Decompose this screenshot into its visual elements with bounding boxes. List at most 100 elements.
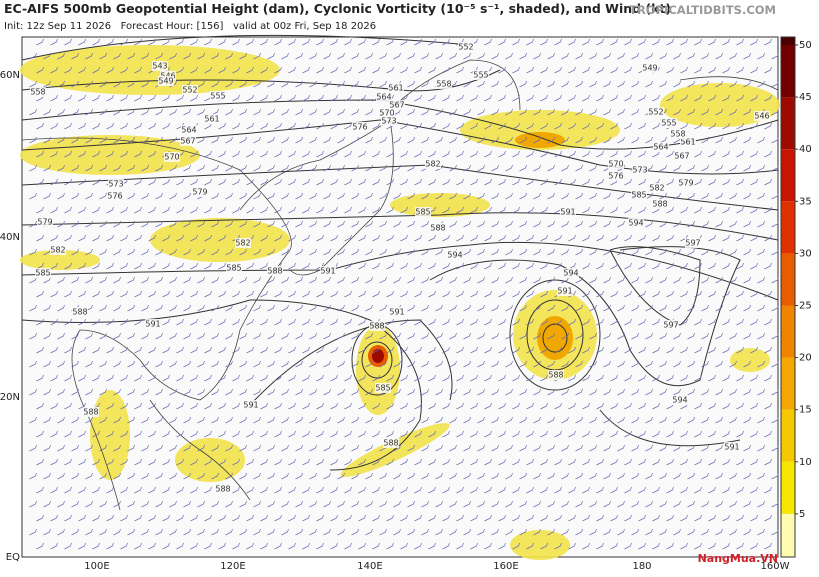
wind-barb: [435, 444, 443, 452]
wind-barb: [442, 542, 450, 550]
wind-barb: [687, 108, 695, 116]
wind-barb: [463, 108, 471, 116]
wind-barb: [365, 220, 373, 228]
wind-barb: [603, 388, 611, 396]
wind-barb: [43, 192, 51, 200]
wind-barb: [645, 248, 653, 256]
wind-barb: [190, 94, 198, 102]
wind-barb: [645, 136, 653, 144]
wind-barb: [71, 500, 79, 508]
wind-barb: [400, 374, 408, 382]
wind-barb: [162, 374, 170, 382]
wind-barb: [687, 304, 695, 312]
wind-barb: [246, 38, 254, 46]
wind-barb: [736, 94, 744, 102]
wind-barb: [547, 52, 555, 60]
contour-label: 591: [320, 267, 335, 276]
wind-barb: [456, 402, 464, 410]
wind-barb: [596, 262, 604, 270]
wind-barb: [610, 402, 618, 410]
wind-barb: [85, 500, 93, 508]
wind-barb: [470, 150, 478, 158]
wind-barb: [659, 528, 667, 536]
wind-barb: [624, 318, 632, 326]
wind-barb: [141, 248, 149, 256]
wind-barb: [407, 164, 415, 172]
wind-barb: [435, 528, 443, 536]
wind-barb: [729, 108, 737, 116]
wind-barb: [750, 206, 758, 214]
wind-barb: [498, 430, 506, 438]
wind-barb: [757, 360, 765, 368]
wind-barb: [134, 346, 142, 354]
wind-barb: [351, 528, 359, 536]
wind-barb: [141, 360, 149, 368]
wind-barb: [162, 234, 170, 242]
wind-barb: [652, 486, 660, 494]
wind-barb: [463, 52, 471, 60]
wind-barb: [449, 108, 457, 116]
wind-barb: [624, 486, 632, 494]
wind-barb: [708, 402, 716, 410]
wind-barb: [365, 108, 373, 116]
wind-barb: [743, 388, 751, 396]
wind-barb: [113, 276, 121, 284]
wind-barb: [393, 136, 401, 144]
wind-barb: [526, 374, 534, 382]
wind-barb: [127, 276, 135, 284]
wind-barb: [512, 150, 520, 158]
wind-barb: [288, 430, 296, 438]
wind-barb: [372, 150, 380, 158]
wind-barb: [337, 416, 345, 424]
wind-barb: [64, 66, 72, 74]
wind-barb: [610, 122, 618, 130]
wind-barb: [225, 332, 233, 340]
wind-barb: [589, 164, 597, 172]
wind-barb: [281, 500, 289, 508]
wind-barb: [316, 290, 324, 298]
wind-barb: [344, 66, 352, 74]
wind-barb: [372, 486, 380, 494]
wind-barb: [589, 444, 597, 452]
wind-barb: [211, 136, 219, 144]
wind-barb: [554, 122, 562, 130]
wind-barb: [281, 192, 289, 200]
wind-barb: [162, 514, 170, 522]
wind-barb: [29, 248, 37, 256]
wind-barb: [715, 444, 723, 452]
colorbar-segment: [781, 97, 795, 150]
wind-barb: [750, 150, 758, 158]
wind-barb: [127, 500, 135, 508]
wind-barb: [533, 192, 541, 200]
contour-label-bg: [83, 407, 99, 417]
wind-barb: [281, 360, 289, 368]
wind-barb: [134, 94, 142, 102]
wind-barb: [50, 290, 58, 298]
wind-barb: [764, 38, 772, 46]
wind-barb: [638, 458, 646, 466]
wind-barb: [533, 360, 541, 368]
wind-barb: [491, 80, 499, 88]
wind-barb: [575, 360, 583, 368]
wind-barb: [295, 164, 303, 172]
wind-barb: [246, 206, 254, 214]
wind-barb: [29, 388, 37, 396]
wind-barb: [505, 136, 513, 144]
wind-barb: [456, 514, 464, 522]
wind-barb: [470, 430, 478, 438]
wind-barb: [575, 164, 583, 172]
wind-barb: [337, 164, 345, 172]
wind-barb: [519, 416, 527, 424]
wind-barb: [148, 486, 156, 494]
wind-barb: [470, 486, 478, 494]
wind-barb: [295, 248, 303, 256]
wind-barb: [547, 416, 555, 424]
wind-barb: [400, 458, 408, 466]
wind-barb: [547, 360, 555, 368]
wind-barb: [505, 472, 513, 480]
wind-barb: [512, 66, 520, 74]
wind-barb: [743, 304, 751, 312]
wind-barb: [568, 430, 576, 438]
wind-barb: [743, 108, 751, 116]
wind-barb: [64, 178, 72, 186]
